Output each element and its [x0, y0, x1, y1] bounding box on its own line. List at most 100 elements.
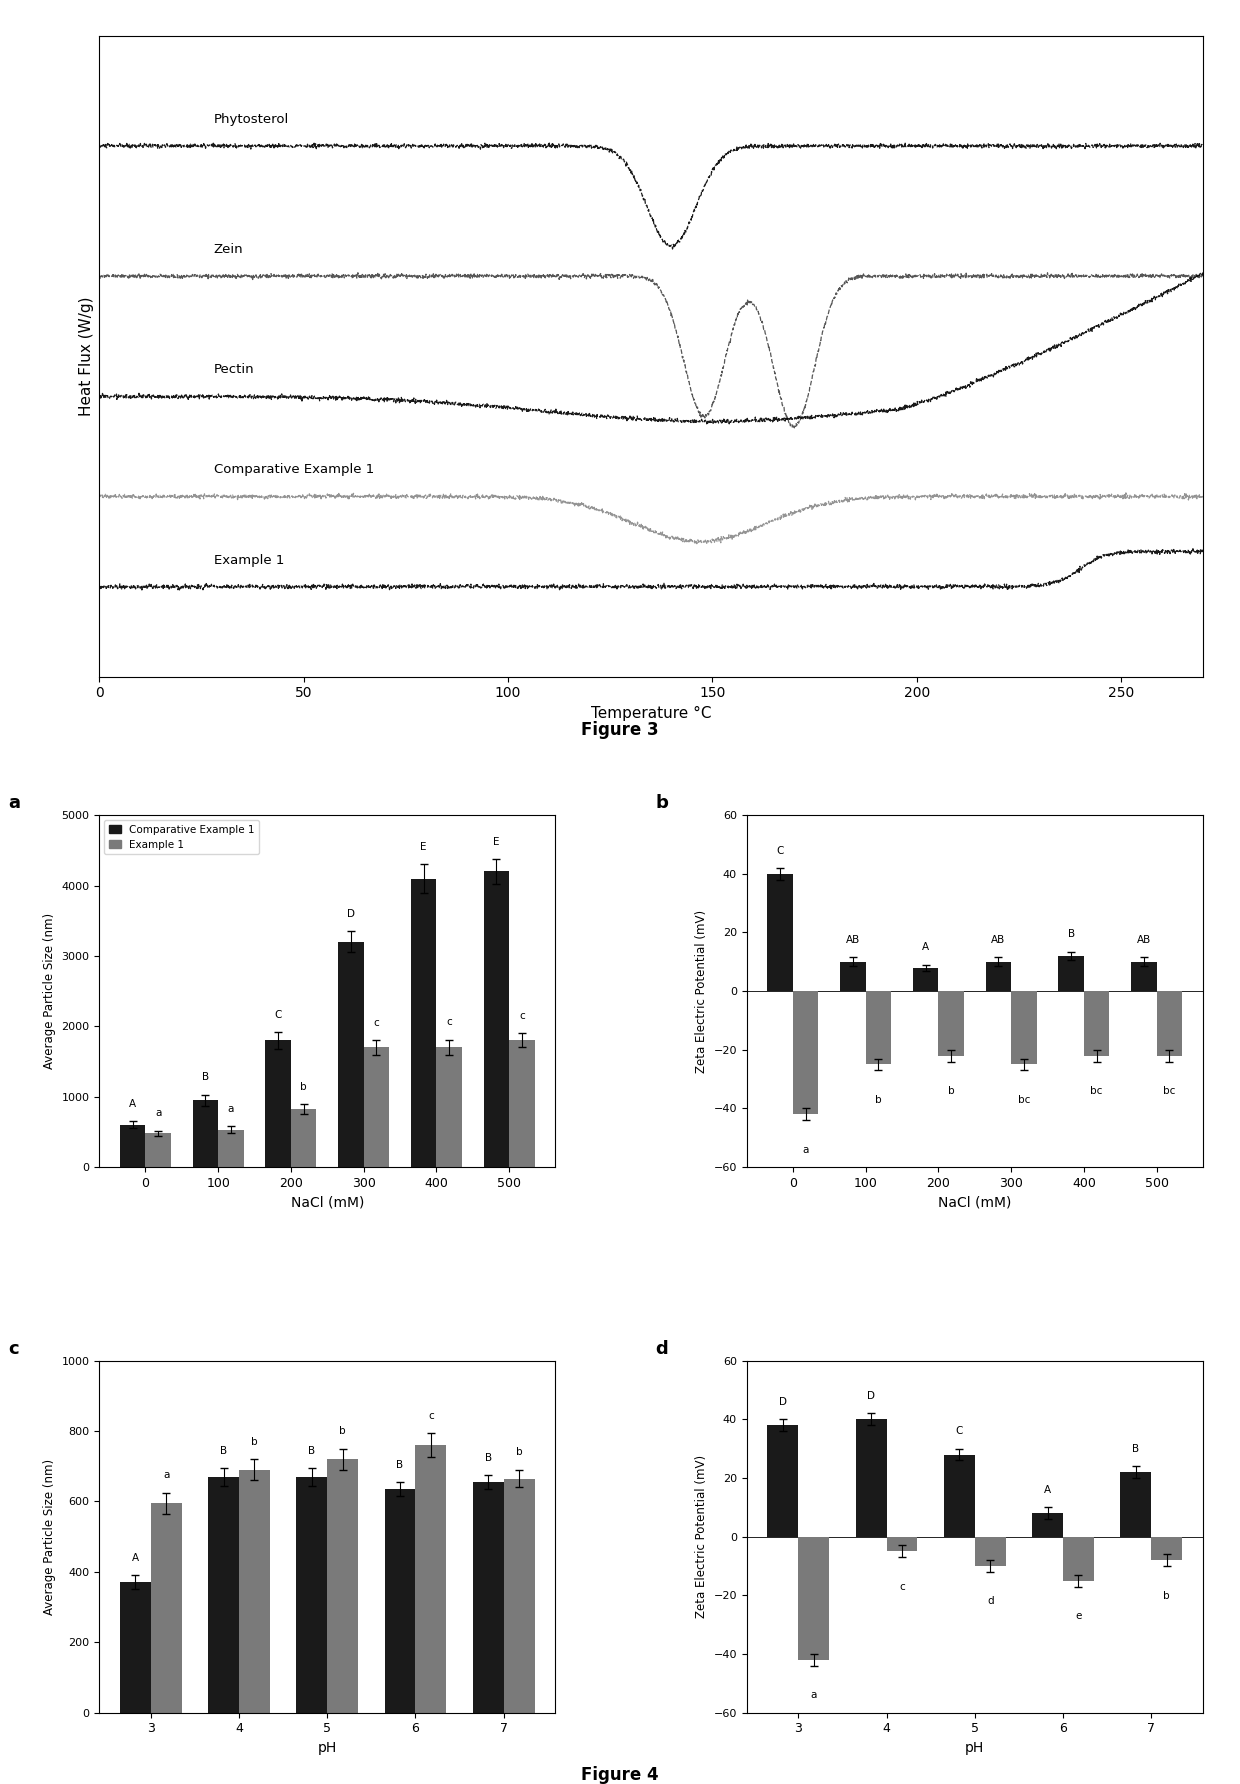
Bar — [472, 1483, 503, 1713]
Bar — [192, 1101, 218, 1167]
Text: C: C — [776, 846, 784, 856]
Bar — [1120, 1472, 1151, 1536]
Text: E: E — [494, 837, 500, 846]
Text: B: B — [202, 1072, 210, 1083]
Y-axis label: Zeta Electric Potential (mV): Zeta Electric Potential (mV) — [694, 910, 708, 1072]
Text: A: A — [131, 1554, 139, 1563]
Bar — [1151, 1536, 1182, 1561]
Text: b: b — [947, 1086, 955, 1095]
Bar — [792, 992, 818, 1115]
Text: B: B — [397, 1459, 403, 1470]
Text: a: a — [162, 1470, 170, 1481]
Text: Comparative Example 1: Comparative Example 1 — [213, 464, 374, 476]
Text: D: D — [347, 910, 355, 919]
Bar — [384, 1490, 415, 1713]
Text: C: C — [956, 1427, 963, 1436]
Y-axis label: Average Particle Size (nm): Average Particle Size (nm) — [43, 913, 56, 1069]
Bar — [1084, 992, 1110, 1056]
Text: Pectin: Pectin — [213, 364, 254, 376]
Text: B: B — [219, 1445, 227, 1456]
Bar — [1011, 992, 1037, 1065]
Bar — [296, 1477, 327, 1713]
Bar — [363, 1047, 389, 1167]
Bar — [120, 1126, 145, 1167]
Bar — [484, 872, 510, 1167]
Bar — [887, 1536, 918, 1552]
Text: Figure 3: Figure 3 — [582, 721, 658, 739]
Text: B: B — [1132, 1443, 1140, 1454]
Text: B: B — [1068, 929, 1075, 938]
Bar — [975, 1536, 1006, 1566]
Bar — [327, 1459, 358, 1713]
Bar — [866, 992, 892, 1065]
Text: d: d — [987, 1597, 993, 1607]
Bar — [291, 1110, 316, 1167]
Text: Phytosterol: Phytosterol — [213, 112, 289, 127]
Text: a: a — [228, 1104, 234, 1113]
Bar — [339, 942, 363, 1167]
Bar — [841, 962, 866, 992]
Text: bc: bc — [1018, 1095, 1030, 1104]
Bar — [208, 1477, 239, 1713]
Text: D: D — [867, 1392, 875, 1400]
Text: b: b — [252, 1436, 258, 1447]
Text: bc: bc — [1090, 1086, 1102, 1095]
Bar — [510, 1040, 534, 1167]
Text: c: c — [7, 1340, 19, 1358]
Bar — [913, 967, 939, 992]
Text: A: A — [923, 942, 929, 953]
Bar — [410, 878, 436, 1167]
Text: B: B — [485, 1452, 492, 1463]
X-axis label: pH: pH — [965, 1741, 985, 1755]
Bar — [1063, 1536, 1094, 1581]
Text: b: b — [656, 794, 668, 812]
Text: d: d — [656, 1340, 668, 1358]
Text: b: b — [1163, 1591, 1171, 1600]
Text: E: E — [420, 842, 427, 853]
Text: b: b — [875, 1095, 882, 1104]
Y-axis label: Average Particle Size (nm): Average Particle Size (nm) — [43, 1459, 56, 1615]
Text: B: B — [309, 1445, 315, 1456]
Text: c: c — [373, 1019, 379, 1028]
Bar — [944, 1454, 975, 1536]
Bar — [145, 1133, 171, 1167]
Bar — [856, 1420, 887, 1536]
Bar — [1032, 1513, 1063, 1536]
Bar — [768, 1425, 799, 1536]
Text: b: b — [300, 1083, 306, 1092]
Bar — [415, 1445, 446, 1713]
Text: D: D — [779, 1397, 787, 1408]
Bar — [986, 962, 1011, 992]
X-axis label: NaCl (mM): NaCl (mM) — [290, 1195, 363, 1210]
Text: C: C — [274, 1010, 281, 1020]
X-axis label: pH: pH — [317, 1741, 337, 1755]
Text: a: a — [155, 1108, 161, 1119]
Text: Example 1: Example 1 — [213, 553, 284, 567]
Bar — [1157, 992, 1182, 1056]
Text: A: A — [129, 1099, 136, 1110]
Y-axis label: Zeta Electric Potential (mV): Zeta Electric Potential (mV) — [694, 1456, 708, 1618]
Text: a: a — [802, 1145, 808, 1154]
Bar — [503, 1479, 534, 1713]
Bar — [1059, 956, 1084, 992]
Text: c: c — [518, 1012, 525, 1020]
Text: A: A — [1044, 1484, 1052, 1495]
Bar — [768, 874, 792, 992]
Text: e: e — [1075, 1611, 1081, 1622]
Text: Figure 4: Figure 4 — [582, 1766, 658, 1784]
Bar — [799, 1536, 830, 1659]
Bar — [1131, 962, 1157, 992]
Text: a: a — [7, 794, 20, 812]
Bar — [239, 1470, 270, 1713]
X-axis label: Temperature °C: Temperature °C — [590, 706, 712, 721]
Text: Zein: Zein — [213, 243, 243, 257]
Bar — [218, 1129, 243, 1167]
Bar — [939, 992, 963, 1056]
Bar — [436, 1047, 461, 1167]
Bar — [265, 1040, 291, 1167]
Text: c: c — [446, 1017, 451, 1028]
Bar — [120, 1582, 151, 1713]
Text: c: c — [899, 1582, 905, 1591]
Text: AB: AB — [1137, 935, 1151, 946]
Text: bc: bc — [1163, 1086, 1176, 1095]
